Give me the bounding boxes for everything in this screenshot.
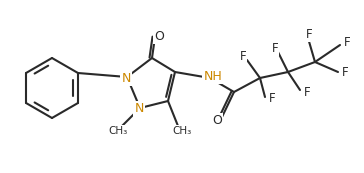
- Text: F: F: [344, 37, 350, 49]
- Text: F: F: [306, 28, 312, 40]
- Text: N: N: [134, 102, 144, 116]
- Text: F: F: [342, 66, 348, 80]
- Text: N: N: [121, 71, 131, 84]
- Text: CH₃: CH₃: [173, 126, 191, 136]
- Text: CH₃: CH₃: [108, 126, 128, 136]
- Text: F: F: [272, 42, 278, 54]
- Text: O: O: [154, 30, 164, 43]
- Text: F: F: [269, 93, 275, 106]
- Text: F: F: [304, 85, 310, 98]
- Text: O: O: [212, 115, 222, 128]
- Text: NH: NH: [203, 70, 222, 83]
- Text: F: F: [240, 51, 246, 63]
